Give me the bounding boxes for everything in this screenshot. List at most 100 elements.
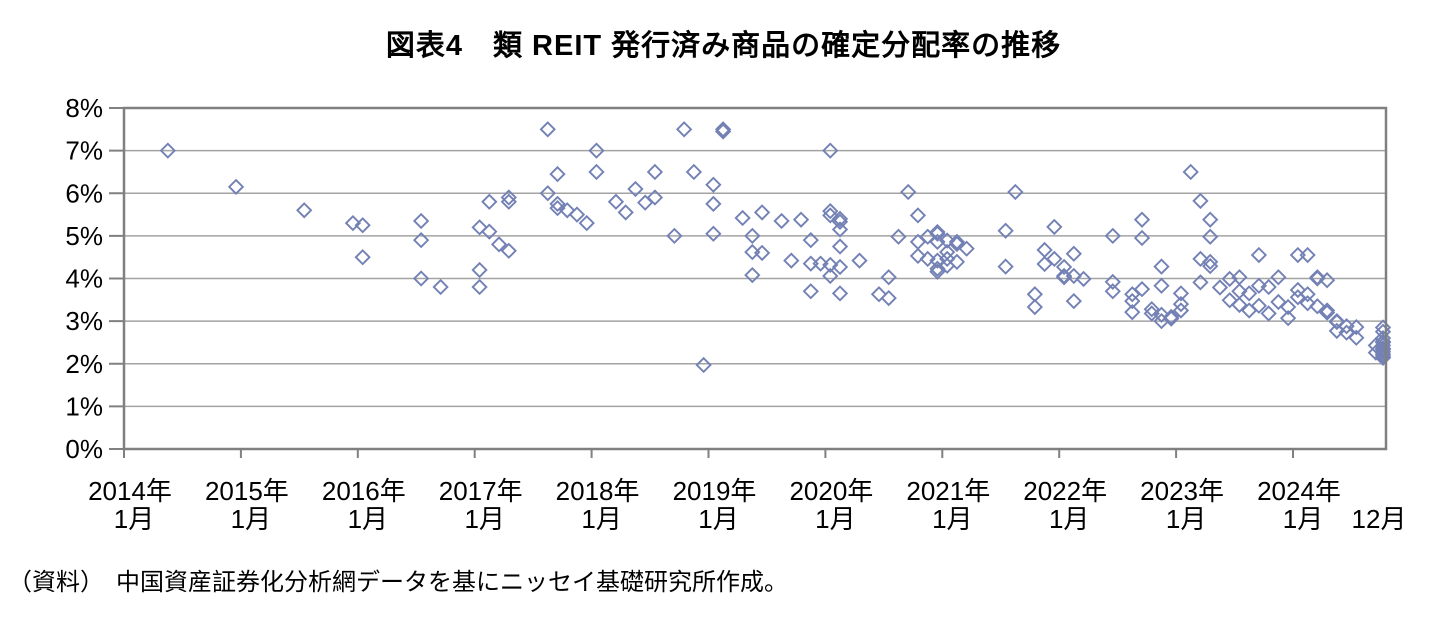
data-point <box>1299 286 1316 303</box>
x-tick-label-year: 2016年 <box>322 476 406 506</box>
data-point <box>1007 183 1024 201</box>
data-point <box>1192 250 1209 268</box>
data-point <box>1172 302 1190 319</box>
data-point <box>851 252 868 269</box>
data-point <box>588 142 605 159</box>
data-point <box>159 142 176 159</box>
data-point <box>471 219 488 236</box>
data-point <box>1036 255 1053 273</box>
y-tick-label: 6% <box>65 178 103 208</box>
x-tick-label-year: 2020年 <box>789 476 873 506</box>
data-point <box>1338 318 1355 335</box>
x-tick-label-year: 2018年 <box>556 476 640 506</box>
data-point <box>344 214 362 232</box>
data-point <box>1133 229 1151 247</box>
scatter-chart: 0%1%2%3%4%5%6%7%8%2014年1月2015年1月2016年1月2… <box>65 93 1406 534</box>
data-point <box>753 204 771 221</box>
data-point <box>1133 211 1151 228</box>
data-point <box>1374 347 1392 365</box>
data-point <box>549 200 566 217</box>
data-point <box>744 243 761 261</box>
data-point <box>471 261 488 279</box>
y-tick-label: 4% <box>65 264 103 294</box>
data-point <box>939 250 956 268</box>
data-point <box>705 225 722 242</box>
data-point <box>412 212 430 230</box>
data-point <box>1241 285 1258 302</box>
data-point <box>1065 245 1082 262</box>
data-point <box>412 270 430 287</box>
data-point <box>1026 298 1043 316</box>
data-point <box>695 356 712 374</box>
data-point <box>549 165 566 183</box>
data-point <box>802 283 819 300</box>
data-point <box>1309 270 1326 287</box>
data-point <box>1202 253 1219 271</box>
data-point <box>753 244 771 262</box>
data-point <box>1374 334 1392 351</box>
data-point <box>890 228 907 245</box>
data-point <box>909 207 927 224</box>
data-point <box>1143 305 1160 322</box>
x-tick-label-month: 1月 <box>1049 504 1089 534</box>
data-point <box>627 180 644 198</box>
data-point <box>705 176 722 193</box>
data-point <box>1124 304 1141 321</box>
data-point <box>1065 267 1082 285</box>
data-point <box>646 163 664 181</box>
y-tick-label: 3% <box>65 306 103 336</box>
data-point <box>900 183 917 201</box>
data-point <box>578 214 595 232</box>
data-point <box>909 233 927 250</box>
x-tick-label-month: 1月 <box>815 504 855 534</box>
data-point <box>412 231 430 249</box>
data-point <box>685 163 703 181</box>
data-point <box>1299 295 1316 312</box>
data-point <box>1374 330 1392 347</box>
data-point <box>1221 292 1238 309</box>
data-point <box>831 258 849 276</box>
data-point <box>549 195 566 213</box>
y-tick-label: 0% <box>65 434 103 464</box>
data-point <box>1143 301 1160 318</box>
x-tick-label-month: 1月 <box>114 504 154 534</box>
data-point <box>744 227 761 245</box>
data-point <box>714 123 732 140</box>
x-tick-label-month: 1月 <box>698 504 738 534</box>
data-point <box>588 163 605 181</box>
x-tick-label-month: 1月 <box>581 504 621 534</box>
data-point <box>822 142 839 159</box>
data-point <box>880 269 897 286</box>
data-point <box>831 221 849 238</box>
data-point <box>831 213 849 230</box>
data-point <box>802 255 819 272</box>
data-point <box>1055 258 1073 276</box>
data-point <box>500 242 517 259</box>
data-point <box>997 258 1014 275</box>
data-point <box>1289 246 1307 264</box>
data-point <box>822 267 839 285</box>
data-point <box>1211 279 1229 296</box>
data-point <box>997 222 1014 239</box>
data-point <box>802 231 819 249</box>
data-point <box>1153 277 1170 294</box>
data-point <box>471 278 488 296</box>
data-point <box>1124 292 1141 310</box>
y-tick-label: 7% <box>65 136 103 166</box>
data-point <box>1318 302 1336 319</box>
x-tick-label-year: 2019年 <box>673 476 757 506</box>
data-point <box>568 206 586 223</box>
x-tick-label-year: 2022年 <box>1023 476 1107 506</box>
x-tick-label-year: 2021年 <box>906 476 990 506</box>
data-point <box>666 227 683 245</box>
data-point <box>1202 228 1219 245</box>
data-point <box>1104 227 1121 245</box>
data-point <box>1309 298 1326 315</box>
data-point <box>1318 304 1336 321</box>
x-tick-label-month: 1月 <box>932 504 972 534</box>
data-point <box>500 193 517 210</box>
data-point <box>227 178 245 195</box>
data-point <box>481 223 498 240</box>
data-point <box>1182 163 1199 181</box>
data-point <box>1046 218 1063 236</box>
